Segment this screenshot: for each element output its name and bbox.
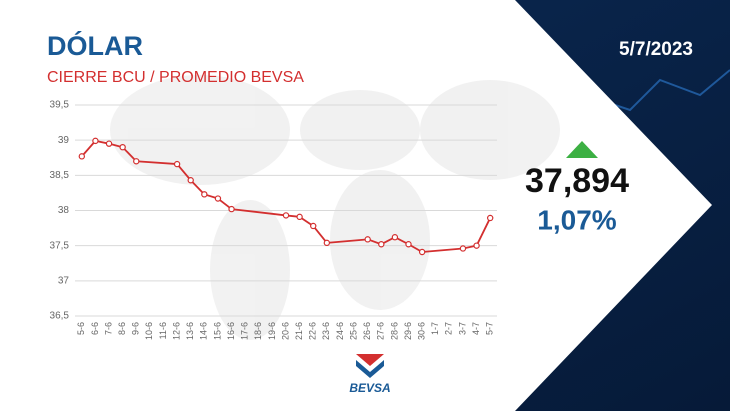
x-tick-label: 5-7 [485, 322, 495, 335]
x-tick-label: 12-6 [171, 322, 181, 340]
x-tick-label: 20-6 [280, 322, 290, 340]
line-segment [81, 140, 97, 157]
line-segment [176, 163, 192, 181]
x-tick-label: 11-6 [158, 322, 168, 339]
point [133, 158, 140, 165]
logo: BEVSA [349, 354, 391, 395]
y-tick-label: 38 [58, 205, 70, 216]
y-tick-label: 39 [58, 135, 70, 146]
point [187, 177, 194, 184]
point [473, 242, 480, 249]
x-tick-label: 3-7 [457, 322, 467, 335]
point [119, 143, 126, 151]
x-tick-label: 28-6 [389, 322, 399, 340]
x-tick-label: 9-6 [131, 322, 141, 335]
point [228, 205, 235, 213]
y-tick-label: 37,5 [50, 240, 70, 251]
x-tick-label: 1-7 [430, 322, 440, 335]
x-tick-label: 21-6 [294, 322, 304, 340]
point [105, 140, 113, 147]
y-tick-label: 37 [58, 275, 70, 286]
up-arrow [566, 141, 598, 158]
line-segment [121, 146, 137, 162]
brand: BEVSA [349, 381, 390, 395]
x-tick-label: 30-6 [417, 322, 427, 340]
point [201, 191, 208, 198]
x-tick-label: 7-6 [103, 322, 113, 335]
x-tick-label: 25-6 [348, 322, 358, 340]
x-tick-label: 19-6 [267, 322, 277, 340]
x-tick-label: 17-6 [240, 322, 250, 340]
x-tick-label: 13-6 [185, 322, 195, 340]
x-tick-label: 6-6 [90, 322, 100, 335]
point [310, 222, 317, 230]
x-tick-label: 23-6 [321, 322, 331, 340]
line-segment [422, 247, 464, 253]
y-tick-label: 39,5 [50, 100, 70, 111]
point [296, 213, 303, 221]
x-tick-label: 10-6 [144, 322, 154, 340]
point [92, 137, 99, 145]
headline-change: 1,07% [537, 204, 616, 235]
x-tick-label: 5-6 [76, 322, 86, 335]
x-tick-label: 26-6 [362, 322, 372, 340]
point [214, 195, 222, 202]
headline-value: 37,894 [525, 162, 629, 200]
title: DÓLAR [47, 30, 143, 61]
line-segment [312, 225, 328, 244]
point [486, 214, 494, 222]
x-tick-label: 29-6 [403, 322, 413, 340]
x-tick-label: 8-6 [117, 322, 127, 335]
point [78, 153, 86, 160]
x-tick-label: 16-6 [226, 322, 236, 340]
logo-mark [356, 360, 384, 378]
subtitle: CIERRE BCU / PROMEDIO BEVSA [47, 69, 304, 86]
x-tick-label: 22-6 [308, 322, 318, 340]
point [405, 241, 412, 248]
background-panel [0, 0, 712, 411]
line-segment [136, 160, 178, 165]
x-tick-label: 27-6 [376, 322, 386, 340]
logo-mark [356, 354, 384, 366]
y-tick-label: 38,5 [50, 170, 70, 181]
point [364, 236, 371, 243]
x-tick-label: 4-7 [471, 322, 481, 335]
point [391, 234, 399, 241]
line-segment [231, 208, 287, 217]
y-tick-label: 36,5 [50, 311, 70, 322]
line-segment [190, 179, 205, 195]
x-tick-label: 14-6 [199, 322, 209, 340]
x-tick-label: 18-6 [253, 322, 263, 340]
point [418, 248, 426, 256]
point [282, 212, 290, 219]
date: 5/7/2023 [619, 39, 693, 60]
point [323, 239, 331, 247]
point [459, 245, 467, 252]
point [173, 160, 181, 168]
line-segment [475, 217, 492, 247]
point [378, 241, 385, 248]
line-segment [326, 238, 368, 244]
x-tick-label: 15-6 [212, 322, 222, 340]
x-tick-label: 2-7 [444, 322, 454, 335]
x-tick-label: 24-6 [335, 322, 345, 340]
